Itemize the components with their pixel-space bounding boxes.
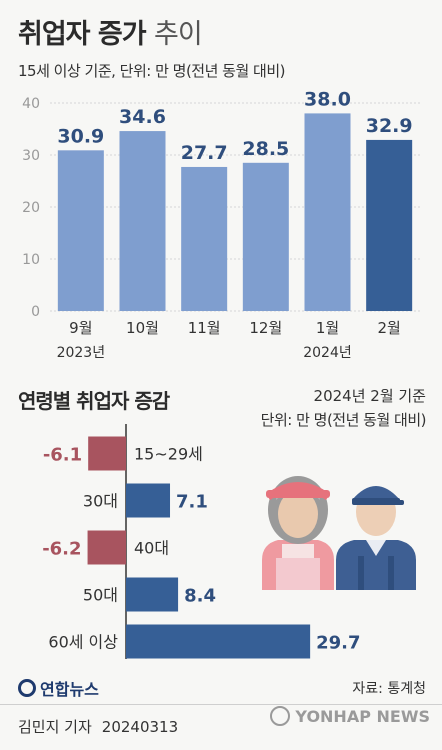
source-note: 자료: 통계청	[352, 681, 426, 697]
data-label: 8.4	[184, 586, 216, 607]
x-tick-label: 11월	[188, 319, 221, 337]
data-label: 7.1	[176, 492, 208, 513]
author: 김민지 기자	[18, 718, 92, 736]
watermark-icon	[270, 706, 291, 726]
x-tick-label: 2월	[377, 319, 400, 337]
publish-date: 20240313	[101, 718, 179, 736]
logo-text: 연합뉴스	[40, 680, 99, 699]
credit: 김민지 기자 20240313	[18, 716, 178, 737]
year-label: 2023년	[57, 345, 106, 361]
data-label: 28.5	[242, 138, 289, 160]
category-label: 50대	[83, 586, 118, 605]
y-tick-label: 30	[22, 148, 40, 164]
data-label: 32.9	[366, 115, 413, 137]
data-label: 34.6	[119, 106, 166, 128]
bar	[181, 166, 228, 311]
age-bar-chart: -6.1 15~29세 30대 7.1 -6.2 40대 50대 8.4 60세 이상 29.7	[42, 424, 361, 659]
title-bold: 취업자 증가	[18, 19, 147, 50]
y-tick-label: 10	[22, 252, 40, 268]
data-label: 29.7	[316, 633, 360, 654]
bar	[88, 436, 126, 471]
page-title: 취업자 증가 추이	[18, 12, 203, 51]
footer-divider	[0, 704, 442, 705]
bar	[87, 530, 126, 565]
bar	[242, 162, 289, 311]
yonhap-logo-icon	[18, 679, 36, 697]
bar	[126, 577, 179, 612]
bar	[304, 113, 351, 312]
title-light: 추이	[154, 19, 203, 50]
x-tick-label: 9월	[69, 319, 92, 337]
category-label: 30대	[83, 492, 118, 511]
watermark-text: YONHAP NEWS	[295, 706, 430, 726]
data-label: 27.7	[181, 142, 228, 164]
category-label: 40대	[134, 539, 169, 558]
male-worker-icon	[336, 486, 416, 590]
data-label: -6.2	[42, 539, 81, 560]
bar	[126, 624, 311, 659]
watermark: YONHAP NEWS	[270, 706, 430, 726]
x-tick-label: 1월	[316, 319, 339, 337]
bar	[366, 139, 413, 311]
x-tick-label: 12월	[249, 319, 282, 337]
age-chart-unit-note: 단위: 만 명(전년 동월 대비)	[260, 411, 427, 429]
chart-subtitle: 15세 이상 기준, 단위: 만 명(전년 동월 대비)	[18, 62, 286, 80]
category-label: 15~29세	[134, 445, 203, 464]
y-tick-label: 0	[31, 304, 40, 320]
y-tick-label: 20	[22, 200, 40, 216]
data-label: 38.0	[304, 88, 351, 110]
data-label: 30.9	[57, 125, 104, 147]
bar	[119, 131, 166, 311]
year-label: 2024년	[303, 345, 352, 361]
workers-illustration	[262, 476, 416, 590]
bar	[126, 483, 171, 518]
monthly-bar-chart: 0 10 20 30 40 30.9 9월 2023년 34.6 10월 27.7 11월 28.5 12…	[22, 88, 420, 361]
bar	[57, 150, 104, 311]
age-chart-date-note: 2024년 2월 기준	[313, 387, 426, 405]
female-worker-icon	[262, 476, 334, 590]
age-chart-title: 연령별 취업자 증감	[18, 389, 170, 413]
data-label: -6.1	[43, 445, 82, 466]
x-tick-label: 10월	[126, 319, 159, 337]
yonhap-logo: 연합뉴스	[18, 676, 99, 700]
y-tick-label: 40	[22, 96, 40, 112]
category-label: 60세 이상	[48, 633, 118, 652]
